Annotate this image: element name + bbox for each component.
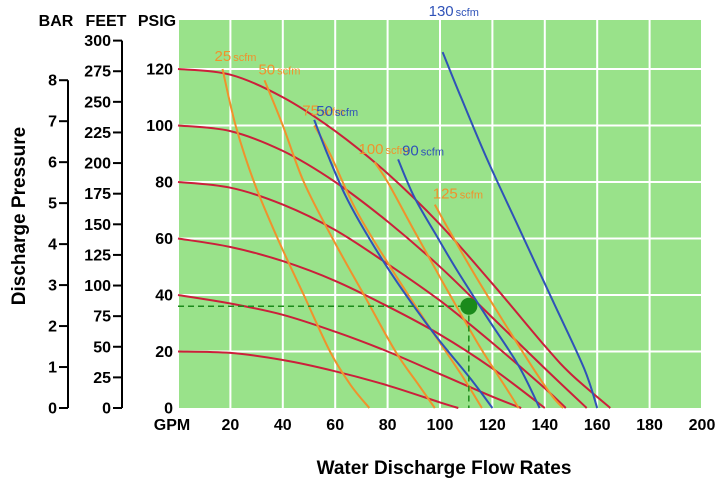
pressure-curve-5 <box>177 294 522 409</box>
air-curve-label-unit: scfm <box>460 190 483 202</box>
air-curve-label-unit: scfm <box>233 52 256 64</box>
pressure-scales: BAR012345678FEET025507510012515017520022… <box>39 13 176 418</box>
air-curve-label: 90 scfm <box>402 142 444 159</box>
tick-label-feet: 300 <box>84 33 111 50</box>
tick-label-feet: 100 <box>84 278 111 295</box>
tick-label-psig: 20 <box>155 344 173 361</box>
x-tick-label: 60 <box>326 417 344 434</box>
chart-labels: GPM 20 40 60 80 100 120 140 160 180 200 <box>154 417 715 434</box>
tick-label-feet: 25 <box>93 370 111 387</box>
air-curve-label-unit: scfm <box>421 146 444 158</box>
tick-label-bar: 6 <box>48 155 57 172</box>
tick-label-psig: 0 <box>164 401 173 418</box>
y-axis-title: Discharge Pressure <box>9 127 30 306</box>
tick-label-bar: 5 <box>48 196 57 213</box>
tick-label-feet: 225 <box>84 125 111 142</box>
air-curve-label-value: 130 <box>429 3 454 20</box>
x-tick-label: 100 <box>427 417 454 434</box>
air-curve-label: 50 scfm <box>258 61 300 78</box>
air-curve-label-value: 50 <box>258 61 275 78</box>
air-curve-label-value: 75 <box>302 103 319 120</box>
air-curve-75-scfm <box>313 125 483 409</box>
air-curve-125-scfm <box>433 204 564 409</box>
air-curve-label-unit: scfm <box>321 107 344 119</box>
tick-label-feet: 275 <box>84 64 111 81</box>
pressure-curve-6 <box>177 350 459 409</box>
x-tick-label: 160 <box>584 417 611 434</box>
tick-label-feet: 50 <box>93 339 111 356</box>
tick-label-feet: 0 <box>102 401 111 418</box>
scale-header-bar: BAR <box>39 13 74 30</box>
air-curve-label-unit: scfm <box>456 7 479 19</box>
tick-label-bar: 2 <box>48 319 57 336</box>
tick-label-feet: 125 <box>84 247 111 264</box>
air-curve-label: 25 scfm <box>215 48 257 65</box>
tick-label-psig: 120 <box>146 62 173 79</box>
tick-label-feet: 200 <box>84 156 111 173</box>
air-curve-label-unit: scfm <box>335 107 358 119</box>
tick-label-psig: 80 <box>155 175 173 192</box>
pressure-curve-2 <box>177 124 588 409</box>
tick-label-bar: 0 <box>48 401 57 418</box>
pressure-curve-1 <box>177 68 611 409</box>
tick-label-feet: 250 <box>84 94 111 111</box>
air-curve-label-value: 50 <box>316 103 333 120</box>
scale-header-psig: PSIG <box>138 13 176 30</box>
grid-lines <box>177 20 703 408</box>
x-tick-label: 120 <box>479 417 506 434</box>
air-curve-label-unit: scfm <box>386 145 409 157</box>
air-curve-label: 125 scfm <box>433 186 483 203</box>
tick-label-bar: 3 <box>48 278 57 295</box>
tick-label-psig: 60 <box>155 231 173 248</box>
air-curve-label-value: 100 <box>359 141 384 158</box>
x-axis-unit: GPM <box>154 417 190 434</box>
air-curve-100-scfm <box>373 161 520 409</box>
air-curve-label-value: 125 <box>433 186 458 203</box>
x-tick-label: 80 <box>379 417 397 434</box>
air-curve-label: 50 scfm <box>316 103 358 120</box>
air-curve-label: 130 scfm <box>429 3 479 20</box>
x-tick-label: 140 <box>531 417 558 434</box>
scale-header-feet: FEET <box>86 13 127 30</box>
tick-label-bar: 7 <box>48 114 57 131</box>
x-tick-label: 180 <box>636 417 663 434</box>
tick-label-bar: 1 <box>48 360 57 377</box>
tick-label-feet: 150 <box>84 217 111 234</box>
air-curve-50-scfm <box>263 79 436 409</box>
air-curve-label-value: 25 <box>215 48 232 65</box>
tick-label-psig: 40 <box>155 288 173 305</box>
air-curve-label: 100 scfm <box>359 141 409 158</box>
tick-label-bar: 8 <box>48 73 57 90</box>
operating-point-marker <box>460 297 478 315</box>
air-curve-130-scfm <box>441 51 599 409</box>
x-tick-label: 200 <box>689 417 715 434</box>
tick-label-psig: 100 <box>146 118 173 135</box>
x-axis-title: Water Discharge Flow Rates <box>317 458 572 479</box>
air-curve-label: 75 scfm <box>302 103 344 120</box>
air-curve-label-value: 90 <box>402 142 419 159</box>
operating-point-guides <box>178 297 478 408</box>
tick-label-bar: 4 <box>48 237 57 254</box>
air-curve-25-scfm <box>221 68 371 409</box>
x-tick-label: 20 <box>222 417 240 434</box>
air-curve-label-unit: scfm <box>277 65 300 77</box>
x-tick-label: 40 <box>274 417 292 434</box>
air-curve-90-scfm <box>397 159 541 409</box>
tick-label-feet: 75 <box>93 309 111 326</box>
tick-label-feet: 175 <box>84 186 111 203</box>
